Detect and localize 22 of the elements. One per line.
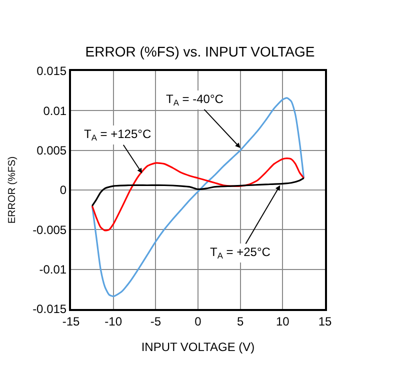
x-tick-label: 15 xyxy=(318,314,332,328)
x-tick-label: -15 xyxy=(62,314,80,328)
x-tick-label: 5 xyxy=(236,314,244,328)
y-tick-label: 0.015 xyxy=(36,64,67,78)
x-tick-label: 10 xyxy=(276,314,290,328)
annotation: T$_{A}$ = +25°C xyxy=(210,245,271,261)
x-tick-label: 0 xyxy=(194,314,202,328)
y-tick-label: -0.01 xyxy=(39,262,67,277)
line-series xyxy=(91,157,305,232)
y-tick-label: 0.01 xyxy=(43,104,67,118)
x-tick-label: -10 xyxy=(104,314,122,328)
annotation: T$_{A}$ = +125°C xyxy=(84,127,152,143)
y-tick-label: 0 xyxy=(60,183,67,198)
chart-title: ERROR (%FS) vs. INPUT VOLTAGE xyxy=(85,44,315,60)
x-tick-label: -5 xyxy=(150,314,162,328)
y-tick-label: -0.015 xyxy=(32,302,67,316)
annotation: T$_{A}$ = -40°C xyxy=(166,92,224,108)
y-tick-label: -0.005 xyxy=(32,222,67,237)
line-series xyxy=(91,177,305,207)
y-axis-title: ERROR (%FS) xyxy=(7,156,18,224)
y-tick-label: 0.005 xyxy=(36,144,67,158)
x-axis-title: INPUT VOLTAGE (V) xyxy=(141,340,255,354)
